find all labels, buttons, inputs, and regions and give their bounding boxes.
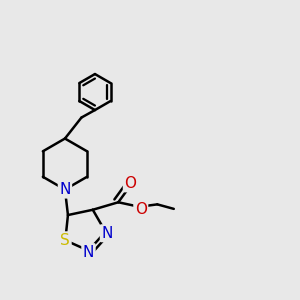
Text: N: N bbox=[83, 244, 94, 260]
Text: N: N bbox=[101, 226, 113, 241]
Text: N: N bbox=[59, 182, 70, 197]
Text: O: O bbox=[135, 202, 147, 217]
Text: O: O bbox=[124, 176, 136, 191]
Text: S: S bbox=[60, 233, 70, 248]
